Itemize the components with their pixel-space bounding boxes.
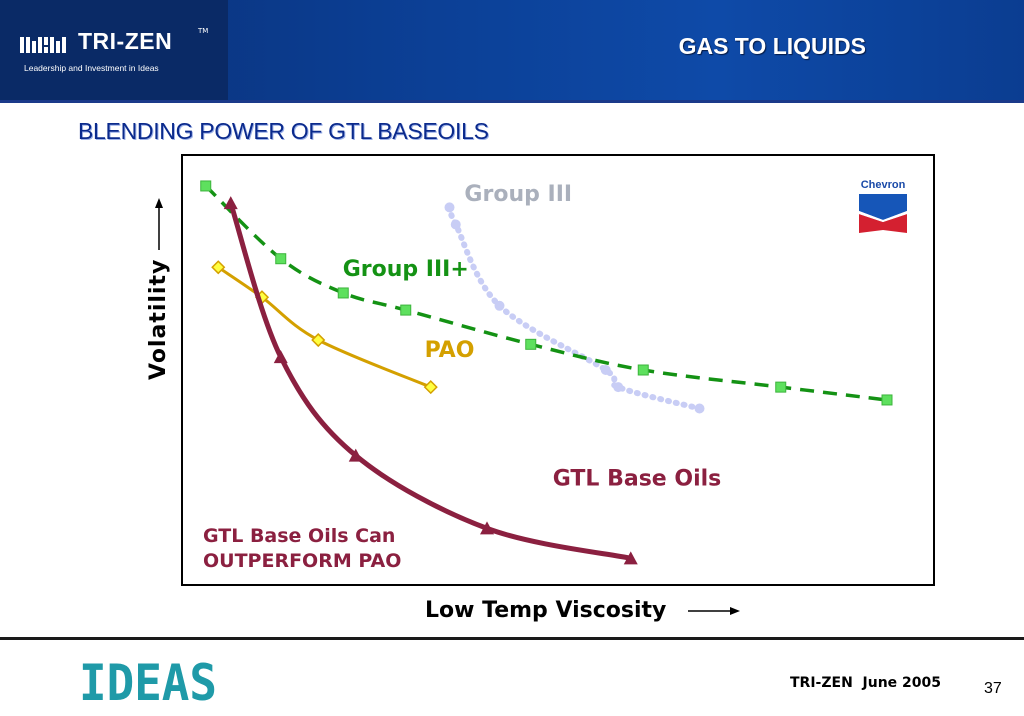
data-point-gtl-base-oils-0 [223,196,238,210]
data-point-group-iii-6 [775,381,787,393]
x-axis-title: Low Temp Viscosity [425,598,667,623]
chart-frame: Chevron Group III Group III+ PAO GTL Base O… [181,154,935,586]
chevron-logo-text: Chevron [861,179,906,191]
series-label-gtl-base-oils: GTL Base Oils [553,467,722,492]
data-point-group-iii-4 [613,382,624,393]
series-gtl-base-oils [223,196,638,565]
ideas-logo: IDEAS [79,661,217,705]
series-label-pao: PAO [425,338,475,363]
data-point-gtl-base-oils-4 [623,551,638,565]
y-axis-arrow-icon [155,198,163,250]
data-point-group-iii-5 [637,364,649,376]
chart-plot: Chevron Group III Group III+ PAO GTL Base O… [200,179,907,572]
y-axis-title: Volatility [146,258,171,380]
tri-zen-logo: TRI-ZEN TM Leadership and Investment in … [0,0,228,100]
data-point-group-iii-0 [200,180,212,192]
data-point-group-iii-4 [525,338,537,350]
trademark: TM [198,27,209,35]
ideas-logo-text: IDEAS [79,661,217,705]
data-point-group-iii-2 [337,287,349,299]
series-line-group-iii [446,204,703,412]
data-point-group-iii-7 [881,394,893,406]
data-point-group-iii-0 [444,202,455,213]
x-axis-arrow-icon [688,607,741,615]
series-group-iii [444,202,705,414]
brand-tagline: Leadership and Investment in Ideas [24,63,159,73]
page-number: 37 [984,680,1002,697]
data-point-group-iii-3 [400,304,412,316]
data-point-gtl-base-oils-1 [273,350,288,364]
annotation-line-0: GTL Base Oils Can [203,525,395,547]
series-line-pao [216,265,433,389]
tri-zen-logo-mark-icon [20,37,66,53]
series-label-group-iii: Group III+ [343,257,469,282]
data-point-group-iii-3 [600,365,611,375]
data-point-pao-0 [211,260,226,275]
data-point-pao-2 [311,332,326,348]
data-point-group-iii-1 [275,253,287,265]
data-point-gtl-base-oils-3 [480,521,494,535]
chevron-logo-mark-icon [859,194,907,220]
data-point-group-iii-2 [494,300,505,311]
series-group-iii [200,180,893,406]
series-label-group-iii: Group III [464,182,572,207]
y-axis-label: Volatility [146,198,171,380]
header-bar: TRI-ZEN TM Leadership and Investment in … [0,0,1024,103]
header-title: GAS TO LIQUIDS [678,33,866,59]
data-point-pao-3 [423,380,438,395]
slide-subtitle: BLENDING POWER OF GTL BASEOILS [78,118,489,144]
data-point-group-iii-1 [450,219,461,230]
annotation-line-1: OUTPERFORM PAO [203,550,401,572]
data-point-group-iii-5 [694,403,705,414]
data-point-gtl-base-oils-2 [348,448,363,462]
footer-credit: TRI-ZEN June 2005 [790,675,942,691]
series-line-group-iii [204,184,888,402]
brand-name: TRI-ZEN [78,28,173,54]
footer-divider [0,637,1024,640]
x-axis-label: Low Temp Viscosity [425,598,741,623]
chevron-logo: Chevron [859,179,907,233]
